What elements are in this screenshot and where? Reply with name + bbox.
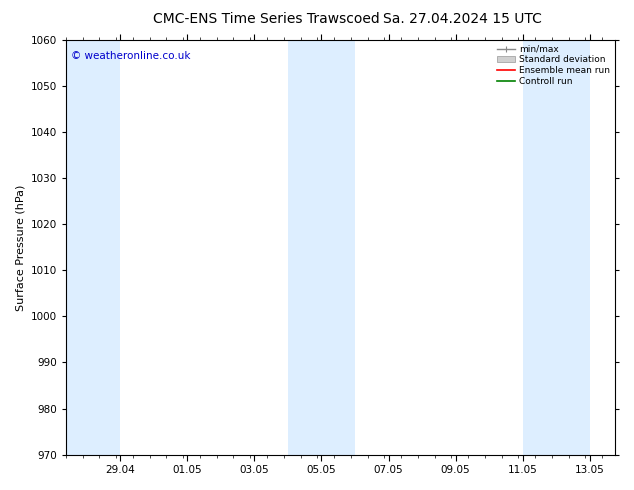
Text: © weatheronline.co.uk: © weatheronline.co.uk (71, 50, 191, 61)
Bar (288, 40, 355, 455)
Y-axis label: Surface Pressure (hPa): Surface Pressure (hPa) (15, 184, 25, 311)
Legend: min/max, Standard deviation, Ensemble mean run, Controll run: min/max, Standard deviation, Ensemble me… (495, 43, 612, 88)
Text: Sa. 27.04.2024 15 UTC: Sa. 27.04.2024 15 UTC (384, 12, 542, 26)
Bar (522, 40, 590, 455)
Text: CMC-ENS Time Series Trawscoed: CMC-ENS Time Series Trawscoed (153, 12, 380, 26)
Bar (66, 40, 120, 455)
